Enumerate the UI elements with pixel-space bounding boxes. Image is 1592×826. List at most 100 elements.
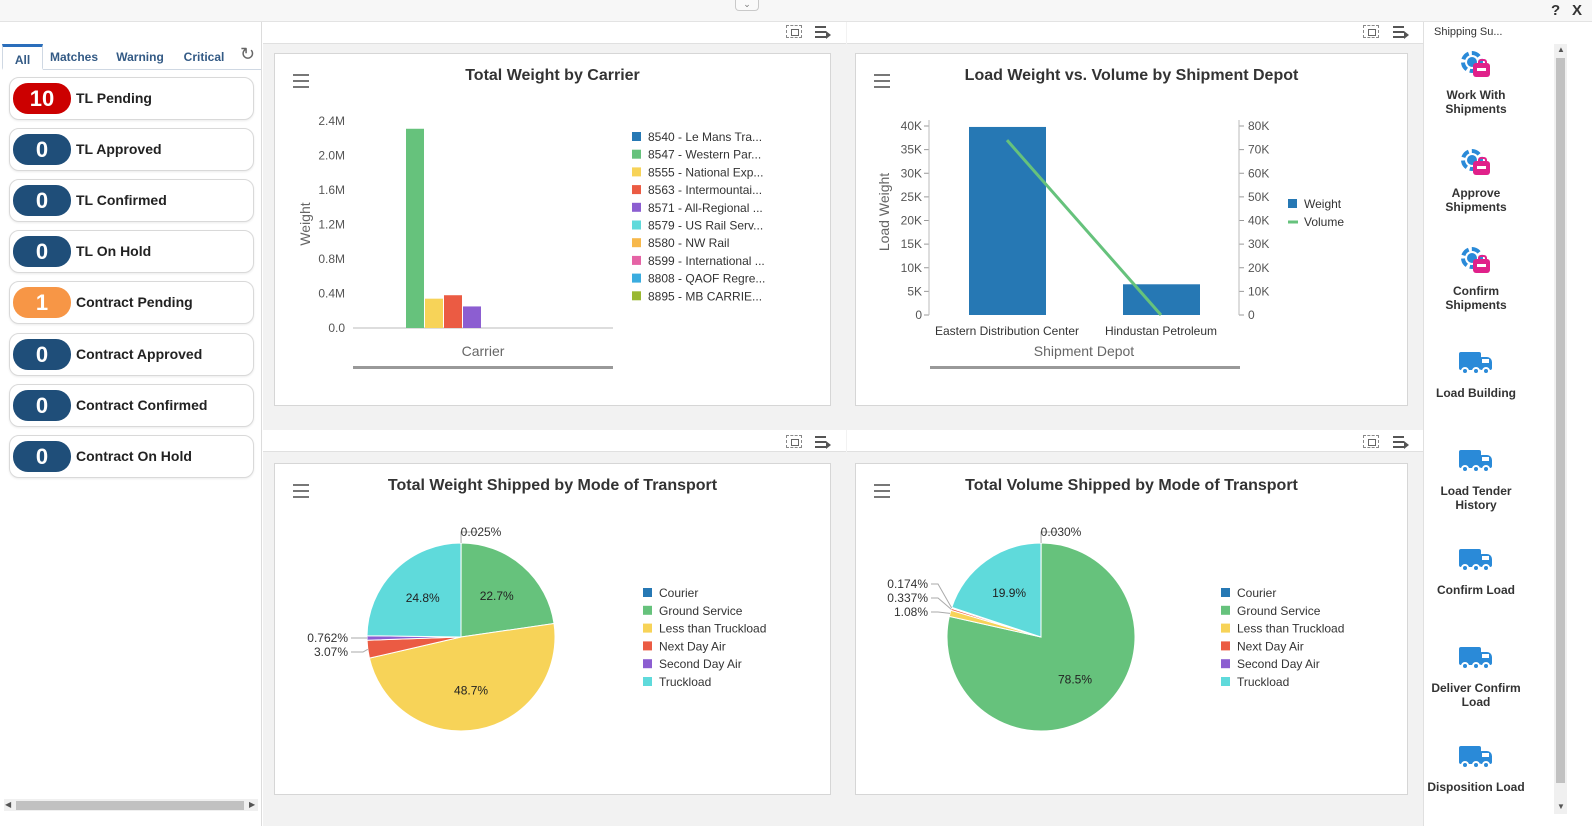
maximize-icon[interactable]	[786, 435, 802, 448]
pane-menu-icon[interactable]	[815, 26, 831, 39]
x-tick-label: Eastern Distribution Center	[935, 324, 1079, 338]
leader-line	[931, 583, 953, 609]
scroll-right-icon[interactable]: ▶	[249, 800, 256, 809]
springboard-task[interactable]: Confirm Shipments	[1423, 246, 1529, 312]
legend-label: Courier	[1237, 586, 1276, 600]
watchlist-item[interactable]: 0 TL Approved	[9, 128, 254, 171]
tab-all[interactable]: All	[2, 44, 43, 70]
pane-menu-icon[interactable]	[1393, 436, 1409, 449]
bar-chart-weight-by-carrier: 0.0 0.4M 0.8M 1.2M 1.6M 2.0M 2.4M Carrier Weight…	[297, 114, 765, 369]
volume-line	[1005, 139, 1163, 316]
pane-menu-icon[interactable]	[1393, 26, 1409, 39]
y-tick-label: 40K	[901, 119, 922, 133]
legend-label: 8555 - National Exp...	[648, 165, 763, 179]
maximize-icon[interactable]	[1363, 435, 1379, 448]
springboard-task[interactable]: Disposition Load	[1423, 742, 1529, 794]
pie-slice	[951, 542, 1042, 638]
legend-label: Courier	[659, 586, 698, 600]
watchlist-item[interactable]: 0 TL On Hold	[9, 230, 254, 273]
pie-data-label: 0.174%	[887, 577, 928, 591]
leader-line	[351, 648, 369, 653]
watchlist-count-badge: 10	[13, 83, 71, 114]
y-tick-label: 0.8M	[318, 252, 345, 266]
scroll-up-icon[interactable]: ▲	[1557, 45, 1565, 54]
chart-menu-icon[interactable]	[293, 74, 309, 88]
legend-swatch	[632, 202, 641, 212]
y-tick-label: 2.4M	[318, 114, 345, 128]
watchlist-count-badge: 0	[13, 339, 71, 370]
pie-slice	[460, 542, 555, 638]
springboard-task[interactable]: Approve Shipments	[1423, 148, 1529, 214]
gear-bag-icon	[1459, 246, 1493, 278]
pie-data-label: 78.5%	[1058, 673, 1092, 687]
springboard-task[interactable]: Deliver Confirm Load	[1423, 643, 1529, 709]
watchlist-item[interactable]: 0 Contract On Hold	[9, 435, 254, 478]
chart-menu-icon[interactable]	[293, 484, 309, 498]
y-tick-label: 0.4M	[318, 287, 345, 301]
collapse-header-button[interactable]: ⌄	[735, 0, 759, 11]
pane-toolbar	[847, 430, 1423, 452]
chart-title: Total Weight by Carrier	[465, 67, 640, 84]
chart-card-weight-by-mode: Total Weight Shipped by Mode of Transpor…	[274, 463, 831, 795]
legend-swatch	[632, 238, 641, 248]
refresh-icon[interactable]: ↻	[240, 44, 256, 64]
watchlist-label: Contract Confirmed	[76, 397, 208, 413]
watchlist-item[interactable]: 10 TL Pending	[9, 77, 254, 120]
help-icon[interactable]: ?	[1551, 2, 1561, 19]
bar	[463, 306, 481, 328]
legend-swatch	[643, 605, 652, 615]
pie-data-label: 1.08%	[894, 605, 928, 619]
y-tick-label: 2.0M	[318, 149, 345, 163]
legend-swatch	[643, 677, 652, 686]
y-tick-label: 10K	[901, 261, 922, 275]
chart-card-volume-by-mode: Total Volume Shipped by Mode of Transpor…	[855, 463, 1408, 795]
springboard-task[interactable]: Work With Shipments	[1423, 50, 1529, 116]
close-icon[interactable]: X	[1572, 2, 1583, 19]
watchlist-item[interactable]: 0 Contract Confirmed	[9, 384, 254, 427]
scrollbar-thumb[interactable]	[16, 801, 244, 810]
scrollbar-thumb[interactable]	[1556, 58, 1565, 783]
y-tick-label: 25K	[901, 190, 922, 204]
x-tick-label: Hindustan Petroleum	[1105, 324, 1217, 338]
top-bar	[0, 0, 1592, 22]
x-axis-scrollbar	[353, 366, 613, 369]
watchlist-count-badge: 0	[13, 441, 71, 472]
x-axis-label: Shipment Depot	[1034, 343, 1135, 359]
watchlist-label: Contract Pending	[76, 294, 193, 310]
springboard-task[interactable]: Load Tender History	[1423, 446, 1529, 512]
scroll-down-icon[interactable]: ▼	[1557, 802, 1565, 811]
scroll-left-icon[interactable]: ◀	[5, 800, 12, 809]
legend-label: Second Day Air	[659, 657, 742, 671]
watchlist-item[interactable]: 0 Contract Approved	[9, 333, 254, 376]
legend-swatch	[1288, 199, 1297, 208]
tab-warning[interactable]: Warning	[116, 50, 164, 64]
legend-swatch	[632, 185, 641, 195]
pane-menu-icon[interactable]	[815, 436, 831, 449]
pie-chart-volume-by-mode: 78.5% 19.9% 0.030% 0.174%0.337%1.08% Courier…	[887, 525, 1344, 732]
tab-matches[interactable]: Matches	[49, 50, 99, 64]
chart-title: Total Weight Shipped by Mode of Transpor…	[387, 477, 718, 494]
leader-line	[931, 611, 951, 614]
combo-chart-weight-vs-volume: 0 5K 10K 15K 20K 25K 30K 35K 40K 0 10K 20K 30K 40K 50K…	[876, 119, 1344, 369]
chart-title: Total Volume Shipped by Mode of Transpor…	[965, 477, 1298, 494]
truck-icon	[1459, 643, 1493, 675]
springboard-task[interactable]: Confirm Load	[1423, 545, 1529, 597]
springboard-task-label: Deliver Confirm Load	[1431, 681, 1521, 709]
maximize-icon[interactable]	[1363, 25, 1379, 38]
legend-swatch	[632, 220, 641, 230]
springboard-task-label: Approve Shipments	[1445, 186, 1507, 214]
legend-label: 8580 - NW Rail	[648, 236, 729, 250]
chart-menu-icon[interactable]	[874, 74, 890, 88]
legend-label: 8599 - International ...	[648, 254, 765, 268]
springboard-task[interactable]: Load Building	[1423, 348, 1529, 400]
legend-label: Second Day Air	[1237, 657, 1320, 671]
watchlist-item[interactable]: 0 TL Confirmed	[9, 179, 254, 222]
maximize-icon[interactable]	[786, 25, 802, 38]
legend-label: Truckload	[659, 675, 711, 689]
watchlist-label: Contract Approved	[76, 346, 203, 362]
chart-menu-icon[interactable]	[874, 484, 890, 498]
watchlist-item[interactable]: 1 Contract Pending	[9, 281, 254, 324]
y-tick-label: 20K	[901, 214, 922, 228]
bar	[1123, 284, 1200, 315]
tab-critical[interactable]: Critical	[183, 50, 225, 64]
